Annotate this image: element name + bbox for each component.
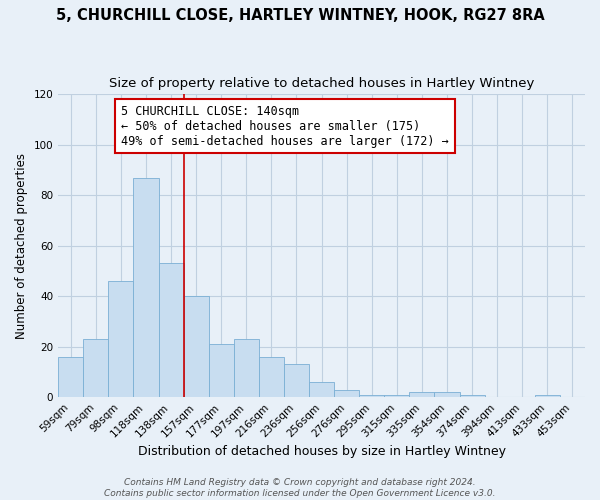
- Bar: [409, 392, 434, 397]
- Bar: [83, 339, 109, 397]
- Y-axis label: Number of detached properties: Number of detached properties: [15, 153, 28, 339]
- X-axis label: Distribution of detached houses by size in Hartley Wintney: Distribution of detached houses by size …: [137, 444, 506, 458]
- Text: 5 CHURCHILL CLOSE: 140sqm
← 50% of detached houses are smaller (175)
49% of semi: 5 CHURCHILL CLOSE: 140sqm ← 50% of detac…: [121, 104, 449, 148]
- Title: Size of property relative to detached houses in Hartley Wintney: Size of property relative to detached ho…: [109, 78, 534, 90]
- Bar: [284, 364, 309, 397]
- Bar: [109, 281, 133, 397]
- Bar: [434, 392, 460, 397]
- Bar: [309, 382, 334, 397]
- Text: 5, CHURCHILL CLOSE, HARTLEY WINTNEY, HOOK, RG27 8RA: 5, CHURCHILL CLOSE, HARTLEY WINTNEY, HOO…: [56, 8, 544, 22]
- Bar: [133, 178, 158, 397]
- Bar: [460, 394, 485, 397]
- Bar: [359, 394, 385, 397]
- Bar: [334, 390, 359, 397]
- Bar: [234, 339, 259, 397]
- Bar: [58, 357, 83, 397]
- Bar: [259, 357, 284, 397]
- Bar: [535, 394, 560, 397]
- Bar: [158, 264, 184, 397]
- Bar: [209, 344, 234, 397]
- Bar: [184, 296, 209, 397]
- Bar: [385, 394, 409, 397]
- Text: Contains HM Land Registry data © Crown copyright and database right 2024.
Contai: Contains HM Land Registry data © Crown c…: [104, 478, 496, 498]
